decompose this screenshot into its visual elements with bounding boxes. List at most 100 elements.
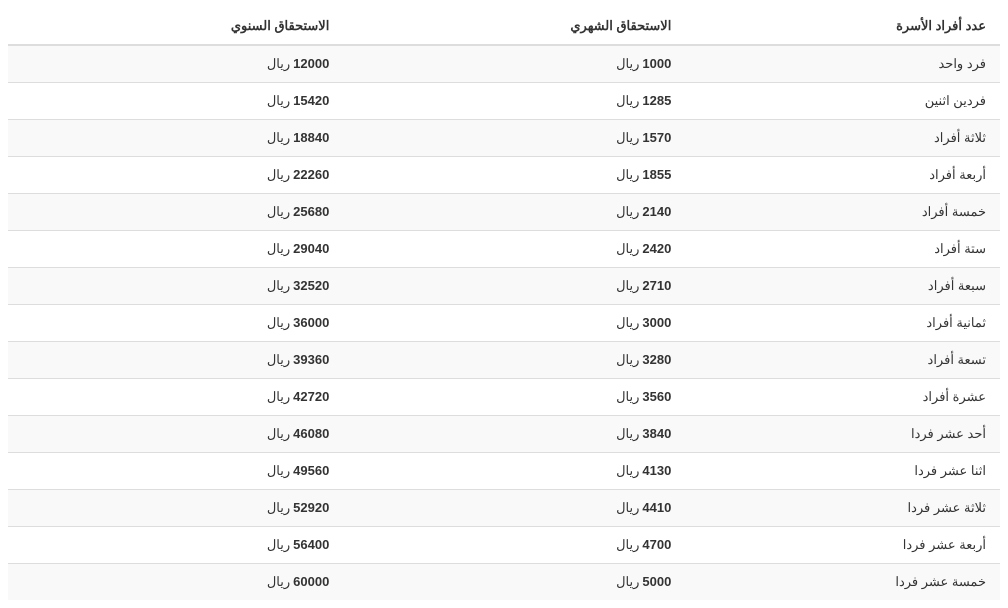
table-row: ثلاثة أفراد1570ريال18840ريال: [8, 120, 1000, 157]
currency-unit: ريال: [267, 130, 290, 145]
cell-family: فرد واحد: [685, 45, 1000, 83]
table-row: ثلاثة عشر فردا4410ريال52920ريال: [8, 490, 1000, 527]
cell-yearly: 39360ريال: [8, 342, 343, 379]
table-row: خمسة عشر فردا5000ريال60000ريال: [8, 564, 1000, 601]
currency-unit: ريال: [267, 426, 290, 441]
currency-unit: ريال: [267, 56, 290, 71]
currency-unit: ريال: [616, 352, 639, 367]
cell-monthly: 2420ريال: [343, 231, 685, 268]
monthly-value: 5000: [642, 574, 671, 589]
currency-unit: ريال: [616, 315, 639, 330]
cell-family: أحد عشر فردا: [685, 416, 1000, 453]
col-monthly: الاستحقاق الشهري: [343, 8, 685, 45]
col-yearly: الاستحقاق السنوي: [8, 8, 343, 45]
cell-yearly: 15420ريال: [8, 83, 343, 120]
cell-family: أربعة عشر فردا: [685, 527, 1000, 564]
table-header-row: عدد أفراد الأسرة الاستحقاق الشهري الاستح…: [8, 8, 1000, 45]
yearly-value: 39360: [293, 352, 329, 367]
cell-monthly: 3000ريال: [343, 305, 685, 342]
yearly-value: 25680: [293, 204, 329, 219]
table-row: أربعة عشر فردا4700ريال56400ريال: [8, 527, 1000, 564]
table-row: عشرة أفراد3560ريال42720ريال: [8, 379, 1000, 416]
yearly-value: 32520: [293, 278, 329, 293]
cell-yearly: 18840ريال: [8, 120, 343, 157]
cell-yearly: 60000ريال: [8, 564, 343, 601]
table-row: فردين اثنين1285ريال15420ريال: [8, 83, 1000, 120]
table-row: ستة أفراد2420ريال29040ريال: [8, 231, 1000, 268]
currency-unit: ريال: [616, 537, 639, 552]
currency-unit: ريال: [616, 56, 639, 71]
cell-yearly: 52920ريال: [8, 490, 343, 527]
col-family: عدد أفراد الأسرة: [685, 8, 1000, 45]
table-row: خمسة أفراد2140ريال 25680ريال: [8, 194, 1000, 231]
cell-family: تسعة أفراد: [685, 342, 1000, 379]
currency-unit: ريال: [267, 352, 290, 367]
cell-monthly: 4410ريال: [343, 490, 685, 527]
monthly-value: 4700: [642, 537, 671, 552]
table-body: فرد واحد1000ريال12000ريالفردين اثنين1285…: [8, 45, 1000, 600]
currency-unit: ريال: [267, 241, 290, 256]
currency-unit: ريال: [616, 463, 639, 478]
yearly-value: 12000: [293, 56, 329, 71]
cell-monthly: 4700ريال: [343, 527, 685, 564]
currency-unit: ريال: [616, 500, 639, 515]
table-row: اثنا عشر فردا4130ريال49560ريال: [8, 453, 1000, 490]
monthly-value: 3280: [642, 352, 671, 367]
cell-monthly: 1000ريال: [343, 45, 685, 83]
monthly-value: 2140: [642, 204, 671, 219]
currency-unit: ريال: [616, 241, 639, 256]
table-row: فرد واحد1000ريال12000ريال: [8, 45, 1000, 83]
table-row: ثمانية أفراد3000ريال36000ريال: [8, 305, 1000, 342]
cell-family: سبعة أفراد: [685, 268, 1000, 305]
monthly-value: 3560: [642, 389, 671, 404]
currency-unit: ريال: [267, 93, 290, 108]
currency-unit: ريال: [616, 426, 639, 441]
yearly-value: 15420: [293, 93, 329, 108]
yearly-value: 22260: [293, 167, 329, 182]
entitlement-table: عدد أفراد الأسرة الاستحقاق الشهري الاستح…: [8, 8, 1000, 600]
yearly-value: 60000: [293, 574, 329, 589]
cell-monthly: 1285ريال: [343, 83, 685, 120]
currency-unit: ريال: [267, 204, 290, 219]
currency-unit: ريال: [616, 389, 639, 404]
cell-family: اثنا عشر فردا: [685, 453, 1000, 490]
monthly-value: 3000: [642, 315, 671, 330]
monthly-value: 1285: [642, 93, 671, 108]
currency-unit: ريال: [267, 500, 290, 515]
cell-monthly: 2140ريال: [343, 194, 685, 231]
currency-unit: ريال: [616, 130, 639, 145]
cell-family: فردين اثنين: [685, 83, 1000, 120]
cell-yearly: 36000ريال: [8, 305, 343, 342]
yearly-value: 42720: [293, 389, 329, 404]
yearly-value: 29040: [293, 241, 329, 256]
currency-unit: ريال: [616, 167, 639, 182]
cell-family: ثمانية أفراد: [685, 305, 1000, 342]
cell-monthly: 5000ريال: [343, 564, 685, 601]
cell-monthly: 2710ريال: [343, 268, 685, 305]
monthly-value: 4410: [642, 500, 671, 515]
cell-yearly: 56400ريال: [8, 527, 343, 564]
cell-family: ثلاثة أفراد: [685, 120, 1000, 157]
cell-family: خمسة أفراد: [685, 194, 1000, 231]
table-row: سبعة أفراد2710ريال 32520ريال: [8, 268, 1000, 305]
yearly-value: 49560: [293, 463, 329, 478]
cell-yearly: 29040ريال: [8, 231, 343, 268]
monthly-value: 1570: [642, 130, 671, 145]
cell-family: خمسة عشر فردا: [685, 564, 1000, 601]
cell-monthly: 3560ريال: [343, 379, 685, 416]
currency-unit: ريال: [616, 93, 639, 108]
cell-monthly: 1570ريال: [343, 120, 685, 157]
table-row: تسعة أفراد3280ريال39360ريال: [8, 342, 1000, 379]
monthly-value: 3840: [642, 426, 671, 441]
yearly-value: 46080: [293, 426, 329, 441]
cell-yearly: 12000ريال: [8, 45, 343, 83]
currency-unit: ريال: [616, 574, 639, 589]
currency-unit: ريال: [267, 537, 290, 552]
monthly-value: 2710: [642, 278, 671, 293]
monthly-value: 2420: [642, 241, 671, 256]
currency-unit: ريال: [267, 167, 290, 182]
cell-monthly: 3840ريال: [343, 416, 685, 453]
cell-yearly: 42720ريال: [8, 379, 343, 416]
currency-unit: ريال: [267, 278, 290, 293]
monthly-value: 1855: [642, 167, 671, 182]
